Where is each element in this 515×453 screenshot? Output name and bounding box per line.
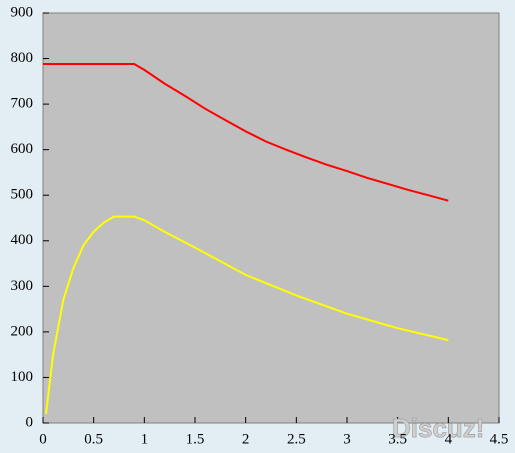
- x-tick-label: 1.5: [186, 431, 205, 447]
- y-tick-label: 600: [11, 141, 34, 157]
- x-tick-label: 3: [343, 431, 351, 447]
- line-series: [45, 215, 449, 415]
- y-tick-label: 300: [11, 278, 34, 294]
- x-tick-label: 4.5: [490, 431, 509, 447]
- y-tick-label: 900: [11, 4, 34, 20]
- y-tick-label: 0: [26, 414, 34, 430]
- plot-area: [42, 12, 500, 424]
- y-tick-label: 700: [11, 96, 34, 112]
- line-series: [43, 63, 449, 202]
- x-tick-label: 1: [141, 431, 149, 447]
- y-tick-label: 100: [11, 369, 34, 385]
- y-tick-label: 200: [11, 323, 34, 339]
- x-tick-label: 3.5: [388, 431, 407, 447]
- y-tick-label: 400: [11, 232, 34, 248]
- x-tick-label: 0: [39, 431, 47, 447]
- x-tick-label: 4: [445, 431, 453, 447]
- x-tick-label: 2.5: [287, 431, 306, 447]
- x-tick-label: 2: [242, 431, 250, 447]
- watermark: Discuz!: [392, 413, 484, 443]
- x-tick-label: 0.5: [84, 431, 103, 447]
- y-tick-label: 800: [11, 50, 34, 66]
- y-tick-label: 500: [11, 187, 34, 203]
